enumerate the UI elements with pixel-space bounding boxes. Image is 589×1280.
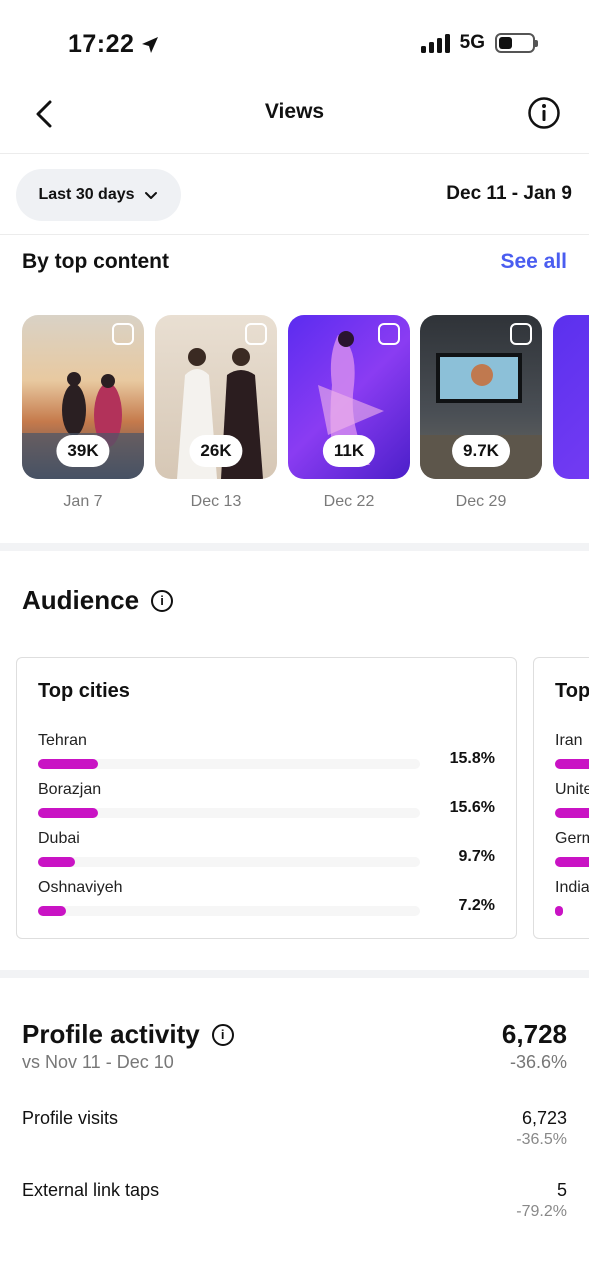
reel-icon — [112, 323, 134, 345]
country-bar — [555, 808, 589, 818]
content-thumbnail: 11K — [288, 315, 410, 479]
section-divider — [0, 543, 589, 551]
bar-track — [38, 906, 420, 916]
content-card[interactable]: 9.7K Dec 29 — [420, 315, 542, 511]
content-card[interactable]: 26K Dec 13 — [155, 315, 277, 511]
city-bar — [38, 906, 66, 916]
city-percent: 7.2% — [458, 897, 495, 914]
city-bar — [38, 857, 75, 867]
profile-activity-change: -36.6% — [509, 1052, 567, 1072]
content-card[interactable] — [553, 315, 589, 479]
profile-activity-total: 6,728 — [501, 1019, 567, 1049]
profile-activity-title: Profile activity — [22, 1019, 200, 1049]
country-bar — [555, 906, 563, 916]
info-icon[interactable]: i — [211, 1023, 234, 1046]
country-row: Germ — [555, 830, 589, 870]
city-percent: 15.6% — [449, 799, 495, 816]
city-name: Borazjan — [38, 781, 102, 798]
content-date: Dec 13 — [190, 493, 242, 510]
bar-track — [38, 759, 420, 769]
battery-icon — [495, 33, 538, 53]
date-range: Dec 11 - Jan 9 — [446, 183, 572, 204]
city-bar — [38, 808, 98, 818]
city-name: Oshnaviyeh — [38, 879, 123, 896]
country-name: Iran — [555, 732, 583, 749]
metric-label: External link taps — [22, 1180, 160, 1200]
content-date: Dec 22 — [323, 493, 375, 510]
metric-row: External link taps 5 -79.2% — [22, 1180, 567, 1230]
status-time: 17:22 — [68, 30, 160, 59]
city-percent: 15.8% — [449, 750, 495, 767]
profile-activity-heading: Profile activity i — [22, 1019, 234, 1050]
content-date: Dec 29 — [455, 493, 507, 510]
info-button[interactable] — [527, 96, 561, 130]
country-name: Germ — [555, 830, 589, 847]
views-badge: 39K — [56, 435, 110, 467]
status-indicators: 5G — [420, 32, 538, 54]
status-bar: 17:22 5G — [0, 0, 589, 88]
network-label: 5G — [459, 32, 485, 53]
metric-label: Profile visits — [22, 1108, 119, 1128]
audience-heading: Audience i — [22, 585, 174, 616]
country-name: India — [555, 879, 589, 896]
top-countries-card[interactable]: Top Iran Unite Germ India — [533, 657, 589, 939]
content-thumbnail: 9.7K — [420, 315, 542, 479]
chevron-down-icon — [144, 192, 157, 199]
views-badge: 9.7K — [452, 435, 510, 467]
nav-bar: Views — [0, 78, 589, 154]
info-icon — [528, 97, 560, 129]
card-title: Top cities — [38, 680, 130, 702]
see-all-link[interactable]: See all — [500, 250, 567, 273]
metric-change: -36.5% — [516, 1131, 567, 1148]
city-row: Borazjan 15.6% — [38, 781, 495, 821]
top-content-heading: By top content — [22, 250, 169, 273]
signal-icon — [420, 33, 450, 53]
bar-track — [38, 808, 420, 818]
city-row: Dubai 9.7% — [38, 830, 495, 870]
clock: 17:22 — [68, 30, 135, 58]
city-name: Dubai — [38, 830, 80, 847]
country-name: Unite — [555, 781, 589, 798]
section-divider — [0, 970, 589, 978]
city-name: Tehran — [38, 732, 87, 749]
page-title: Views — [264, 100, 325, 123]
views-badge: 11K — [322, 435, 376, 467]
comparison-period: vs Nov 11 - Dec 10 — [22, 1052, 174, 1072]
content-card[interactable]: 11K Dec 22 — [288, 315, 410, 511]
city-percent: 9.7% — [458, 848, 495, 865]
country-row: Unite — [555, 781, 589, 821]
period-label: Last 30 days — [38, 186, 135, 203]
city-row: Tehran 15.8% — [38, 732, 495, 772]
reel-icon — [510, 323, 532, 345]
city-row: Oshnaviyeh 7.2% — [38, 879, 495, 919]
content-card[interactable]: 39K Jan 7 — [22, 315, 144, 511]
country-row: India — [555, 879, 589, 919]
period-dropdown[interactable]: Last 30 days — [16, 169, 181, 221]
back-button[interactable] — [26, 94, 66, 134]
country-bar — [555, 857, 589, 867]
top-content-carousel[interactable]: 39K Jan 7 26K Dec 13 11K Dec 22 9.7K Dec… — [22, 315, 589, 515]
audience-title: Audience — [22, 585, 140, 615]
metric-value: 6,723 — [521, 1108, 567, 1128]
info-icon[interactable]: i — [151, 589, 174, 612]
location-arrow-icon — [142, 36, 159, 53]
content-thumbnail: 39K — [22, 315, 144, 479]
content-thumbnail — [553, 315, 589, 479]
metric-row: Profile visits 6,723 -36.5% — [22, 1108, 567, 1158]
metric-change: -79.2% — [516, 1203, 567, 1220]
content-date: Jan 7 — [63, 493, 103, 510]
metric-value: 5 — [556, 1180, 567, 1200]
reel-icon — [378, 323, 400, 345]
country-bar — [555, 759, 589, 769]
reel-icon — [245, 323, 267, 345]
content-thumbnail: 26K — [155, 315, 277, 479]
country-row: Iran — [555, 732, 589, 772]
bar-track — [38, 857, 420, 867]
city-bar — [38, 759, 98, 769]
top-cities-card[interactable]: Top cities Tehran 15.8% Borazjan 15.6% D… — [16, 657, 517, 939]
card-title: Top — [555, 680, 589, 702]
chevron-left-icon — [36, 100, 52, 128]
filter-row: Last 30 days Dec 11 - Jan 9 — [0, 155, 589, 235]
views-badge: 26K — [189, 435, 243, 467]
